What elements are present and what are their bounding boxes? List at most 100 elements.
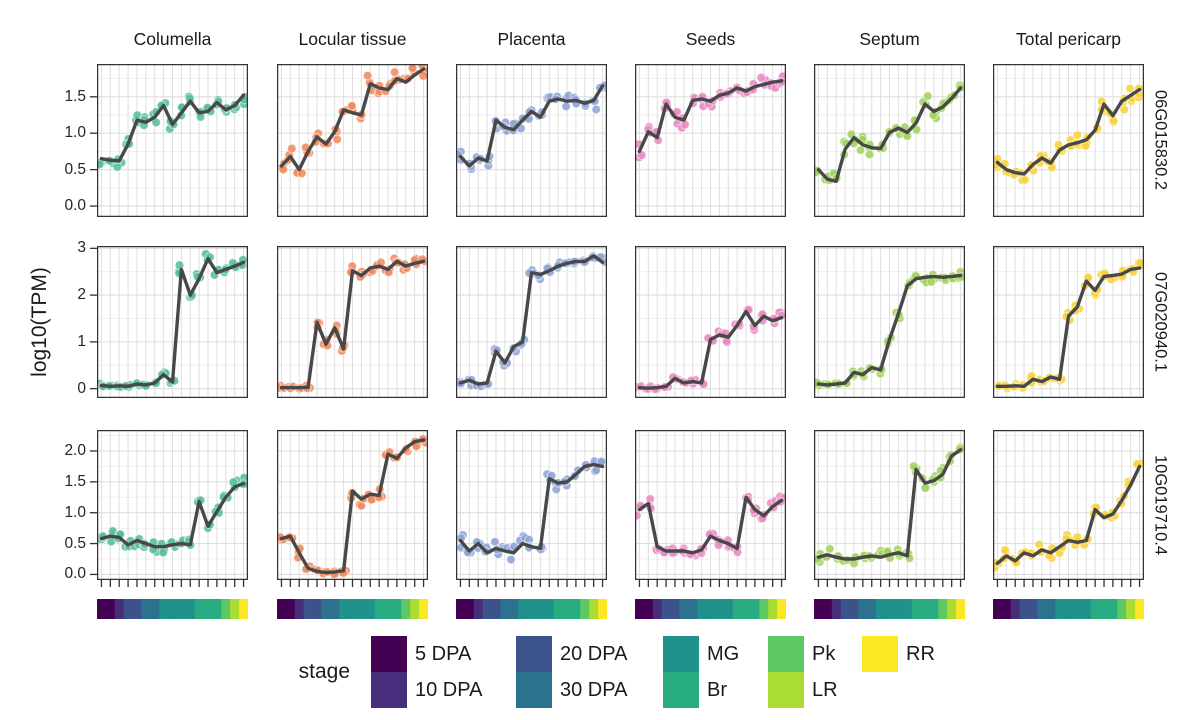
- panel-border: [97, 64, 248, 217]
- facet-row-label: 06G015830.2: [1151, 90, 1170, 191]
- stage-strip-segment: [956, 599, 965, 619]
- stage-strip-segment: [822, 599, 833, 619]
- stage-strip-segment: [768, 599, 778, 619]
- y-tick-label: 1.5: [64, 87, 86, 105]
- facet-panel: [277, 64, 428, 217]
- stage-strip-segment: [132, 599, 143, 619]
- expression-line: [99, 93, 246, 163]
- panel-border: [456, 64, 607, 217]
- stage-strip-segment: [401, 599, 411, 619]
- data-point: [756, 72, 766, 83]
- data-point: [680, 119, 690, 130]
- stage-strip: [277, 599, 428, 619]
- stage-strip-segment: [456, 599, 466, 619]
- data-point: [1000, 545, 1010, 555]
- facet-row-label: 07G020940.1: [1151, 271, 1170, 372]
- data-point: [362, 70, 373, 81]
- legend-swatch: [663, 672, 699, 708]
- stage-strip-segment: [571, 599, 581, 619]
- expression-line: [458, 462, 605, 555]
- y-tick-label: 2: [77, 286, 86, 304]
- stage-strip-segment: [885, 599, 895, 619]
- data-point: [1020, 175, 1030, 185]
- data-point: [926, 277, 937, 287]
- stage-strip-segment: [1001, 599, 1012, 619]
- stage-strip-segment: [203, 599, 214, 619]
- stage-strip-segment: [491, 599, 502, 619]
- panel-grid: [814, 64, 965, 217]
- stage-strip-segment: [114, 599, 125, 619]
- facet-column-title: Septum: [859, 29, 920, 49]
- panel-grid: [97, 64, 248, 217]
- y-tick-marks: [90, 96, 97, 207]
- stage-strip-segment: [723, 599, 734, 619]
- panel-border: [814, 246, 965, 398]
- data-point: [635, 510, 642, 521]
- stage-strip-segment: [1117, 599, 1127, 619]
- stage-strip-segment: [1064, 599, 1074, 619]
- facet-panel: [814, 246, 965, 398]
- data-point: [1125, 83, 1135, 94]
- facet-column-title: Locular tissue: [298, 29, 407, 49]
- stage-strip-segment: [814, 599, 824, 619]
- stage-strip-segment: [580, 599, 590, 619]
- facet-panel: [456, 64, 607, 217]
- legend-label: Pk: [812, 643, 836, 665]
- stage-strip-segment: [221, 599, 231, 619]
- panel-border: [993, 246, 1144, 398]
- y-tick-label: 1.0: [64, 503, 86, 521]
- stage-strip-segment: [535, 599, 546, 619]
- stage-strip-segment: [365, 599, 376, 619]
- stage-strip-segment: [750, 599, 760, 619]
- stage-strip-segment: [410, 599, 420, 619]
- data-point: [158, 547, 168, 558]
- stage-strip-segment: [194, 599, 205, 619]
- y-tick-marks: [90, 247, 97, 390]
- panel-grid: [456, 430, 607, 580]
- stage-strip-segment: [688, 599, 698, 619]
- stage-strip-segment: [993, 599, 1003, 619]
- stage-strip-segment: [1135, 599, 1144, 619]
- facet-panel: [277, 430, 428, 580]
- panel-border: [456, 246, 607, 398]
- facet-panel: [97, 64, 248, 217]
- stage-strip-segment: [159, 599, 169, 619]
- facet-row-label: 10G019710.4: [1151, 454, 1170, 555]
- stage-strip-segment: [482, 599, 493, 619]
- facet-panel: [635, 246, 786, 398]
- expression-line: [279, 259, 426, 390]
- stage-strip-segment: [277, 599, 287, 619]
- stage-strip-segment: [105, 599, 116, 619]
- legend-swatch: [768, 636, 804, 672]
- stage-strip-segment: [509, 599, 519, 619]
- stage-strip-segment: [938, 599, 948, 619]
- stage-strip-segment: [598, 599, 607, 619]
- panel-border: [993, 64, 1144, 217]
- legend-swatch: [516, 636, 552, 672]
- stage-strip-segment: [339, 599, 349, 619]
- stage-strip-segment: [858, 599, 868, 619]
- stage-strip-segment: [831, 599, 842, 619]
- y-tick-marks: [90, 450, 97, 576]
- stage-strip-segment: [312, 599, 323, 619]
- data-point: [286, 143, 297, 154]
- expression-line: [458, 84, 605, 168]
- panel-border: [814, 64, 965, 217]
- facet-panel: [456, 246, 607, 398]
- stage-strip-segment: [706, 599, 716, 619]
- stage-strip-segment: [947, 599, 957, 619]
- legend-swatch: [862, 636, 898, 672]
- stage-strip: [993, 599, 1144, 619]
- facet-panel: [277, 246, 428, 398]
- facet-column-title: Total pericarp: [1015, 29, 1122, 49]
- stage-strip-segment: [652, 599, 663, 619]
- stage-strip-segment: [383, 599, 394, 619]
- stage-strip-segment: [527, 599, 537, 619]
- x-tick-marks: [280, 580, 425, 587]
- legend-label: LR: [812, 679, 838, 701]
- y-tick-label: 1.5: [64, 472, 86, 490]
- y-axis-title: log10(TPM): [28, 267, 51, 377]
- panel-border: [277, 64, 428, 217]
- data-point: [911, 124, 922, 135]
